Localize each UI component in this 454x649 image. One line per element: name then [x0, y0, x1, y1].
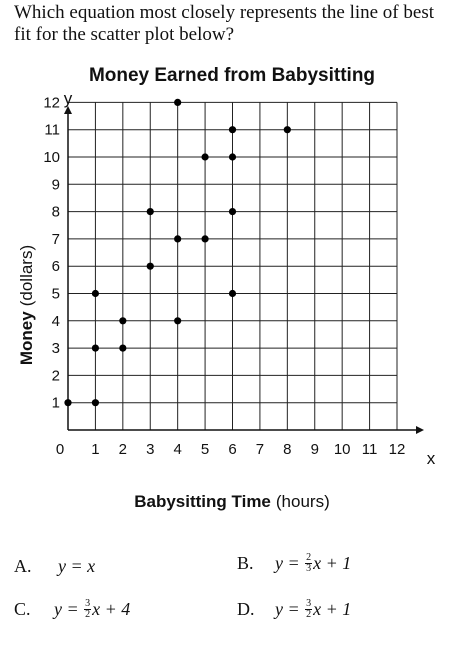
- data-point: [119, 317, 127, 325]
- x-tick-label: 6: [228, 441, 236, 458]
- choice-a-rhs: x: [87, 556, 96, 576]
- x-tick-label: 4: [173, 441, 181, 458]
- data-point: [228, 208, 237, 216]
- grid-lines: [68, 101, 398, 430]
- y-axis-letter: y: [64, 89, 73, 108]
- y-tick-label: 5: [52, 286, 60, 303]
- y-axis-label-main: Money: [17, 311, 36, 365]
- x-tick-label: 1: [91, 441, 99, 458]
- choice-a[interactable]: A. y = x: [14, 556, 95, 577]
- question-text: Which equation most closely represents t…: [14, 2, 434, 45]
- y-tick-label: 3: [52, 340, 60, 357]
- chart-title: Money Earned from Babysitting: [89, 65, 375, 86]
- scatter-chart: Money Earned from Babysitting 1234567891…: [17, 65, 436, 511]
- y-axis-label: Money (dollars): [17, 245, 36, 365]
- x-tick-label: 2: [119, 441, 127, 458]
- data-point: [228, 289, 237, 298]
- data-point: [201, 235, 209, 243]
- x-tick-label: 8: [283, 441, 291, 458]
- x-axis-label-unit: (hours): [276, 492, 330, 511]
- choice-d-rhs: x + 1: [313, 599, 352, 619]
- choice-a-equation: y = x: [58, 556, 95, 577]
- choice-d-numerator: 3: [305, 598, 313, 610]
- y-axis-label-unit: (dollars): [17, 245, 36, 306]
- data-point: [91, 344, 100, 352]
- data-point: [283, 126, 291, 134]
- x-tick-label: 3: [146, 441, 154, 458]
- y-tick-label: 4: [52, 313, 60, 330]
- choice-b-letter: B.: [237, 553, 254, 573]
- x-tick-label: 7: [256, 441, 264, 458]
- y-tick-label: 1: [52, 395, 60, 412]
- y-tick-label: 7: [52, 231, 60, 248]
- x-tick-label: 0: [56, 441, 64, 458]
- data-point: [228, 153, 237, 161]
- choice-c-letter: C.: [14, 599, 31, 619]
- choice-b-numerator: 2: [305, 552, 313, 564]
- data-point: [201, 153, 209, 161]
- choice-c-lhs: y =: [54, 599, 84, 619]
- data-point: [174, 235, 182, 243]
- choice-c-denominator: 2: [85, 609, 91, 620]
- choice-c-numerator: 3: [84, 598, 92, 610]
- x-tick-labels: 0 1 2 3 4 5 6 7 8 9 10 11 12: [56, 441, 406, 458]
- choice-c-rhs: x + 4: [92, 599, 131, 619]
- data-point: [174, 317, 182, 325]
- choice-d-denominator: 2: [306, 609, 312, 620]
- x-axis-label-main: Babysitting Time: [134, 492, 271, 511]
- x-axis-label: Babysitting Time (hours): [134, 492, 330, 511]
- data-point: [119, 344, 127, 352]
- choice-d-lhs: y =: [275, 599, 305, 619]
- x-tick-label: 5: [201, 441, 209, 458]
- data-point: [174, 98, 182, 106]
- y-tick-label: 10: [43, 149, 60, 166]
- y-tick-label: 8: [52, 204, 60, 221]
- x-axis-letter: x: [427, 449, 436, 468]
- axes: [64, 106, 424, 434]
- y-tick-label: 12: [43, 94, 60, 111]
- choice-b-denominator: 3: [306, 563, 312, 574]
- y-axis-arrow: [64, 106, 72, 114]
- choice-a-lhs: y =: [58, 556, 88, 576]
- choice-d-letter: D.: [237, 599, 255, 619]
- y-tick-label: 6: [52, 258, 60, 275]
- x-tick-label: 9: [311, 441, 319, 458]
- choice-b-lhs: y =: [275, 553, 305, 573]
- x-tick-label: 11: [362, 441, 378, 458]
- x-axis-arrow: [416, 426, 424, 434]
- choice-b-rhs: x + 1: [313, 553, 352, 573]
- y-tick-label: 11: [44, 122, 60, 139]
- data-point: [228, 126, 237, 134]
- data-point: [146, 262, 154, 270]
- y-tick-label: 9: [52, 176, 60, 193]
- data-points: [64, 98, 291, 407]
- y-tick-label: 2: [52, 367, 60, 384]
- data-point: [91, 289, 100, 298]
- data-point: [91, 399, 100, 407]
- data-point: [64, 399, 72, 407]
- data-point: [146, 208, 154, 216]
- x-tick-label: 12: [389, 441, 406, 458]
- x-tick-label: 10: [334, 441, 351, 458]
- choice-a-letter: A.: [14, 556, 32, 576]
